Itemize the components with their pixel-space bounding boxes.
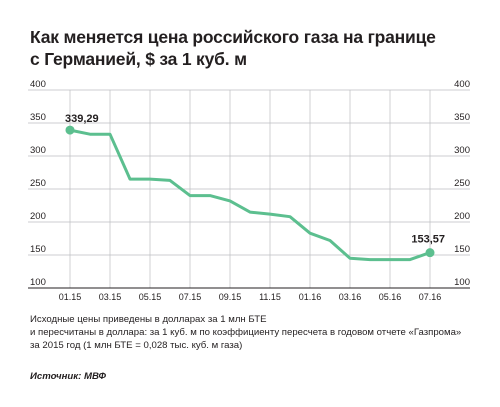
y-tick-label-right: 400 xyxy=(454,79,470,90)
y-tick-label-left: 150 xyxy=(30,244,46,255)
x-tick-label: 03.16 xyxy=(339,292,362,302)
y-tick-label-right: 150 xyxy=(454,244,470,255)
x-tick-label: 05.16 xyxy=(379,292,402,302)
y-tick-label-right: 100 xyxy=(454,277,470,288)
x-tick-label: 01.16 xyxy=(299,292,322,302)
y-tick-label-right: 350 xyxy=(454,112,470,123)
end-value-label: 153,57 xyxy=(411,234,445,246)
grid-layer xyxy=(28,89,470,289)
x-tick-label: 07.15 xyxy=(179,292,202,302)
endpoint-marker xyxy=(65,125,75,135)
chart-title-line-1: Как меняется цена российского газа на гр… xyxy=(30,27,436,47)
y-axis-labels: 100 100 150 150 200 200 250 250 300 300 350 350 400 4… xyxy=(30,79,470,288)
y-tick-label-left: 400 xyxy=(30,79,46,90)
y-tick-label-left: 100 xyxy=(30,277,46,288)
y-tick-label-left: 200 xyxy=(30,211,46,222)
x-tick-label: 09.15 xyxy=(219,292,242,302)
note-line-3: за 2015 год (1 млн БТЕ = 0,028 тыс. куб.… xyxy=(30,340,243,351)
y-tick-label-left: 250 xyxy=(30,178,46,189)
x-tick-label: 11.15 xyxy=(259,292,281,302)
y-tick-label-right: 300 xyxy=(454,145,470,156)
source-value: МВФ xyxy=(84,371,107,382)
methodology-note: Исходные цены приведены в долларах за 1 … xyxy=(30,313,495,352)
x-tick-label: 03.15 xyxy=(99,292,122,302)
chart-title: Как меняется цена российского газа на гр… xyxy=(30,26,490,70)
start-value-label: 339,29 xyxy=(65,113,99,125)
x-tick-label: 01.15 xyxy=(59,292,82,302)
x-tick-label: 05.15 xyxy=(139,292,162,302)
note-line-1: Исходные цены приведены в долларах за 1 … xyxy=(30,314,267,325)
y-tick-label-right: 200 xyxy=(454,211,470,222)
y-tick-label-right: 250 xyxy=(454,178,470,189)
source-label: Источник: xyxy=(30,371,82,382)
y-tick-label-left: 350 xyxy=(30,112,46,123)
x-tick-label: 07.16 xyxy=(419,292,442,302)
annotation-layer: 339,29 153,57 xyxy=(65,113,445,246)
note-line-2: и пересчитаны в доллара: за 1 куб. м по … xyxy=(30,327,462,338)
series-layer xyxy=(65,125,435,262)
endpoint-marker xyxy=(425,248,435,258)
y-tick-label-left: 300 xyxy=(30,145,46,156)
source-credit: Источник: МВФ xyxy=(30,371,106,382)
price-series-line xyxy=(68,128,432,262)
x-axis-labels: 01.15 03.15 05.15 07.15 09.15 11.15 01.16 03.16… xyxy=(59,292,442,302)
line-chart: 100 100 150 150 200 200 250 250 300 300 350 350 400 4… xyxy=(28,79,470,302)
chart-title-line-2: с Германией, $ за 1 куб. м xyxy=(30,49,247,69)
